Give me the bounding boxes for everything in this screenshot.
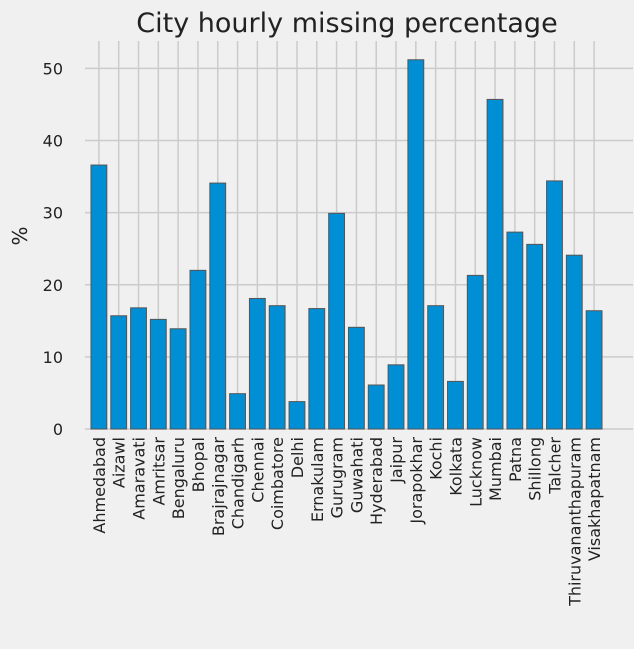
x-tick-label: Talcher <box>545 437 564 495</box>
x-tick-label: Kolkata <box>446 437 465 496</box>
x-tick-label: Visakhapatnam <box>585 437 604 561</box>
bar-amaravati <box>130 307 147 430</box>
bar-gurugram <box>328 212 346 430</box>
bar-patna <box>506 231 524 430</box>
x-tick-label: Amritsar <box>149 437 168 506</box>
y-tick-label: 30 <box>43 204 63 223</box>
y-tick-label: 0 <box>53 420 63 439</box>
bar-chennai <box>248 297 266 430</box>
x-tick-label: Jorapokhar <box>407 437 426 525</box>
x-tick-label: Lucknow <box>466 437 485 507</box>
bar-aizawl <box>110 315 128 430</box>
x-tick-label: Guwahati <box>347 437 366 513</box>
bar-lucknow <box>466 274 484 430</box>
bar-bengaluru <box>169 328 187 430</box>
x-tick-label: Brajrajnagar <box>209 437 228 537</box>
bar-guwahati <box>347 326 365 430</box>
x-tick-label: Chennai <box>248 437 267 503</box>
x-tick-label: Delhi <box>288 437 307 478</box>
bar-amritsar <box>149 318 167 430</box>
chart-title: City hourly missing percentage <box>136 8 557 39</box>
x-tick-label: Thiruvananthapuram <box>565 437 584 607</box>
y-tick-label: 20 <box>43 276 63 295</box>
bar-kochi <box>427 305 445 430</box>
bar-bhopal <box>189 269 207 430</box>
x-tick-label: Shillong <box>526 437 545 501</box>
bar-kolkata <box>447 380 464 430</box>
x-tick-label: Bhopal <box>189 437 208 492</box>
bar-delhi <box>288 401 306 430</box>
x-tick-label: Gurugram <box>328 437 347 518</box>
x-tick-label: Bengaluru <box>169 437 188 519</box>
x-tick-label: Hyderabad <box>367 437 386 525</box>
x-tick-label: Mumbai <box>486 437 505 501</box>
x-tick-label: Amaravati <box>130 437 149 520</box>
bar-jorapokhar <box>407 59 425 430</box>
bar-mumbai <box>486 98 504 430</box>
x-tick-label: Aizawl <box>110 437 129 488</box>
bar-talcher <box>546 180 563 430</box>
bar-chandigarh <box>229 393 246 430</box>
x-tick-label: Chandigarh <box>229 437 248 529</box>
y-tick-label: 10 <box>43 348 63 367</box>
bars <box>90 59 603 430</box>
x-tick-label: Ahmedabad <box>90 437 109 534</box>
y-tick-label: 50 <box>43 59 63 78</box>
x-tick-labels: Ahmedabad Aizawl Amaravati Amritsar Bengalur… <box>90 437 604 607</box>
x-tick-label: Patna <box>506 437 525 482</box>
y-tick-labels: 0 10 20 30 40 50 <box>43 59 63 439</box>
y-axis-label: % <box>8 226 32 245</box>
x-tick-label: Kochi <box>427 437 446 480</box>
bar-visakhapatnam <box>585 310 603 430</box>
bar-coimbatore <box>268 305 286 430</box>
bar-hyderabad <box>367 384 385 430</box>
bar-brajrajnagar <box>209 182 227 430</box>
bar-shillong <box>526 243 544 430</box>
y-tick-label: 40 <box>43 132 63 151</box>
bar-ernakulam <box>308 308 326 430</box>
bar-jaipur <box>387 364 405 430</box>
bar-ahmedabad <box>90 164 108 430</box>
x-tick-label: Coimbatore <box>268 437 287 530</box>
x-tick-label: Ernakulam <box>308 437 327 522</box>
x-tick-label: Jaipur <box>387 437 406 484</box>
bar-thiruvananthapuram <box>565 254 583 430</box>
